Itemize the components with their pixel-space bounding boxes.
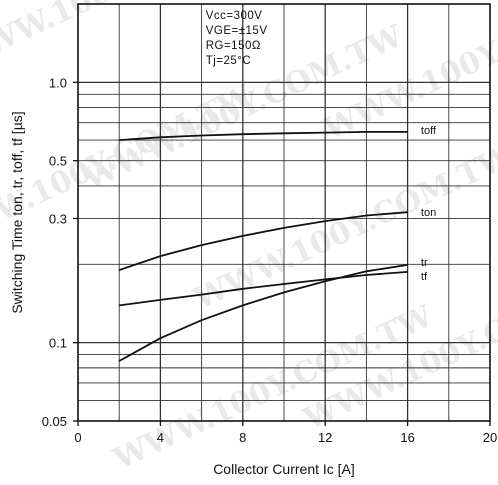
x-tick-label: 4 (157, 430, 164, 445)
series-labels: toff ton tr tf (421, 125, 437, 283)
x-tick-label: 0 (74, 430, 81, 445)
plot-frame (77, 3, 491, 422)
condition-line: Tj=25°C (206, 55, 252, 67)
series-line-ton (118, 211, 408, 271)
series-label-toff: toff (421, 125, 437, 137)
series-line-tf (119, 271, 408, 307)
x-tick-label: 20 (483, 430, 497, 445)
y-tick-label: 0.5 (49, 154, 67, 169)
series-line-tr (118, 264, 408, 362)
condition-line: VGE=±15V (206, 25, 268, 37)
series-label-ton: ton (421, 207, 436, 219)
y-axis-title: Switching Time ton, tr, toff, tf [µs] (9, 111, 25, 313)
series-layer (118, 130, 408, 362)
y-tick-label: 0.05 (42, 414, 67, 429)
condition-line: Vcc=300V (206, 10, 263, 22)
y-tick-label: 0.3 (49, 211, 67, 226)
test-conditions: Vcc=300V VGE=±15V RG=150Ω Tj=25°C (206, 10, 268, 67)
x-axis-ticks: 0 4 8 12 16 20 (74, 421, 497, 445)
y-tick-label: 1.0 (49, 75, 67, 90)
series-label-tf: tf (421, 271, 428, 283)
series-label-tr: tr (421, 257, 428, 269)
x-axis-title: Collector Current Ic [A] (213, 461, 355, 477)
y-tick-label: 0.1 (49, 336, 67, 351)
x-tick-label: 12 (318, 430, 332, 445)
series-line-toff (119, 130, 408, 141)
condition-line: RG=150Ω (206, 40, 261, 52)
y-axis-ticks: 0.05 0.1 0.3 0.5 1.0 (42, 75, 78, 429)
grid (78, 3, 490, 421)
x-tick-label: 16 (400, 430, 414, 445)
watermark-text: WWW.100Y.COM.TW (0, 78, 259, 257)
x-tick-label: 8 (239, 430, 246, 445)
